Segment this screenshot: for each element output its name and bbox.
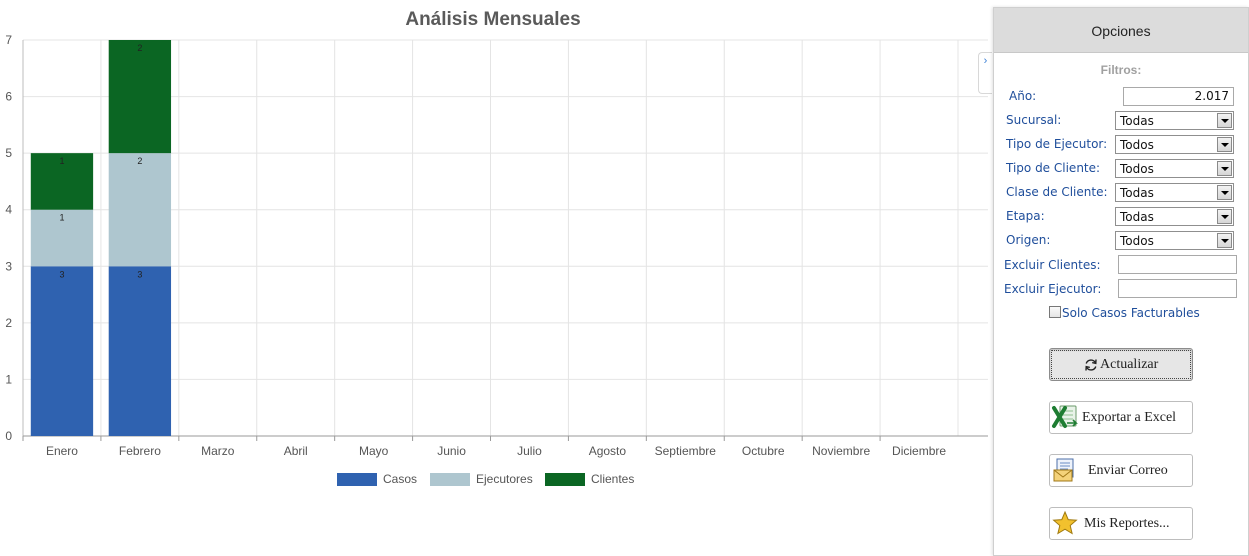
chevron-down-icon[interactable] — [1217, 185, 1232, 200]
sucursal-select[interactable]: Todas — [1115, 111, 1234, 130]
mis-reportes-label: Mis Reportes... — [1084, 516, 1170, 531]
filters-heading: Filtros: — [1100, 63, 1142, 77]
enviar-correo-label: Enviar Correo — [1088, 463, 1168, 478]
chevron-right-icon: › — [983, 55, 988, 67]
clase-cliente-label: Clase de Cliente: — [1006, 185, 1108, 199]
excluir-ejecutor-input[interactable] — [1118, 279, 1237, 298]
excel-icon — [1052, 405, 1078, 428]
legend-swatch-clientes — [545, 473, 585, 486]
actualizar-label: Actualizar — [1100, 357, 1159, 372]
year-input[interactable]: 2.017 — [1123, 87, 1234, 106]
enviar-correo-button[interactable]: Enviar Correo — [1049, 454, 1193, 487]
bar-casos-enero — [30, 266, 94, 436]
tipo-ejecutor-select[interactable]: Todos — [1115, 135, 1234, 154]
origen-label: Origen: — [1006, 233, 1051, 247]
clase-cliente-value: Todas — [1120, 186, 1154, 200]
x-tick-label: Julio — [517, 444, 542, 458]
y-tick-label: 6 — [5, 90, 12, 104]
bar-clientes-febrero — [108, 40, 172, 154]
data-label: 2 — [137, 43, 142, 53]
bar-ejecutores-enero — [30, 209, 94, 267]
sucursal-value: Todas — [1120, 114, 1154, 128]
year-label: Año: — [1009, 89, 1037, 103]
solo-facturables-checkbox[interactable] — [1049, 306, 1061, 318]
x-tick-label: Enero — [46, 444, 78, 458]
y-tick-label: 5 — [5, 146, 12, 160]
panel-title: Opciones — [1091, 23, 1151, 39]
bar-ejecutores-febrero — [108, 153, 172, 267]
origen-select[interactable]: Todos — [1115, 231, 1234, 250]
data-label: 3 — [137, 269, 142, 279]
mail-icon — [1053, 458, 1074, 482]
y-tick-label: 3 — [5, 259, 12, 273]
etapa-select[interactable]: Todas — [1115, 207, 1234, 226]
tipo-ejecutor-value: Todos — [1120, 138, 1154, 152]
legend-label-clientes: Clientes — [591, 472, 634, 486]
tipo-cliente-label: Tipo de Cliente: — [1006, 161, 1101, 175]
chevron-down-icon[interactable] — [1217, 233, 1232, 248]
mis-reportes-button[interactable]: Mis Reportes... — [1049, 507, 1193, 540]
x-tick-label: Octubre — [742, 444, 785, 458]
x-tick-label: Febrero — [119, 444, 161, 458]
x-tick-label: Diciembre — [892, 444, 946, 458]
chevron-down-icon[interactable] — [1217, 161, 1232, 176]
legend-swatch-casos — [337, 473, 377, 486]
etapa-label: Etapa: — [1006, 209, 1045, 223]
legend-label-casos: Casos — [383, 472, 417, 486]
legend-swatch-ejecutores — [430, 473, 470, 486]
refresh-icon — [1085, 359, 1097, 371]
data-label: 2 — [137, 156, 142, 166]
options-panel: Opciones Filtros: Año: 2.017 Sucursal: T… — [993, 7, 1249, 556]
data-label: 1 — [59, 156, 64, 166]
y-tick-label: 7 — [5, 33, 12, 47]
bar-clientes-enero — [30, 153, 94, 210]
chart-title: Análisis Mensuales — [405, 9, 580, 30]
x-tick-label: Septiembre — [655, 444, 717, 458]
clase-cliente-select[interactable]: Todas — [1115, 183, 1234, 202]
origen-value: Todos — [1120, 234, 1154, 248]
y-tick-label: 4 — [5, 203, 12, 217]
x-tick-label: Agosto — [589, 444, 627, 458]
y-tick-label: 2 — [5, 316, 12, 330]
collapse-toggle-tab[interactable]: › — [978, 52, 992, 94]
chevron-down-icon[interactable] — [1217, 137, 1232, 152]
excluir-clientes-input[interactable] — [1118, 255, 1237, 274]
x-tick-label: Mayo — [359, 444, 389, 458]
chart-area: Análisis Mensuales 0 1 2 3 4 5 6 7 Enero Febrero Ma… — [5, 9, 988, 486]
x-tick-label: Noviembre — [812, 444, 870, 458]
chart-svg: Análisis Mensuales 0 1 2 3 4 5 6 7 Enero Febrero Ma… — [5, 9, 988, 486]
exportar-excel-label: Exportar a Excel — [1082, 410, 1177, 425]
data-label: 3 — [59, 269, 64, 279]
solo-facturables-label[interactable]: Solo Casos Facturables — [1062, 306, 1200, 320]
legend-label-ejecutores: Ejecutores — [476, 472, 533, 486]
bar-casos-febrero — [108, 266, 172, 436]
star-icon — [1052, 510, 1078, 535]
panel-header: Opciones — [994, 8, 1248, 53]
tipo-cliente-select[interactable]: Todos — [1115, 159, 1234, 178]
exportar-excel-button[interactable]: Exportar a Excel — [1049, 401, 1193, 434]
excluir-clientes-label: Excluir Clientes: — [1004, 258, 1101, 272]
sucursal-label: Sucursal: — [1006, 113, 1062, 127]
tipo-cliente-value: Todos — [1120, 162, 1154, 176]
x-tick-label: Abril — [284, 444, 308, 458]
chevron-down-icon[interactable] — [1217, 209, 1232, 224]
x-tick-label: Marzo — [201, 444, 235, 458]
y-tick-label: 0 — [5, 429, 12, 443]
y-tick-label: 1 — [5, 372, 12, 386]
excluir-ejecutor-label: Excluir Ejecutor: — [1004, 282, 1102, 296]
actualizar-button[interactable]: Actualizar — [1049, 348, 1193, 381]
etapa-value: Todas — [1120, 210, 1154, 224]
data-label: 1 — [59, 213, 64, 223]
chevron-down-icon[interactable] — [1217, 113, 1232, 128]
tipo-ejecutor-label: Tipo de Ejecutor: — [1006, 137, 1108, 151]
x-tick-label: Junio — [437, 444, 466, 458]
